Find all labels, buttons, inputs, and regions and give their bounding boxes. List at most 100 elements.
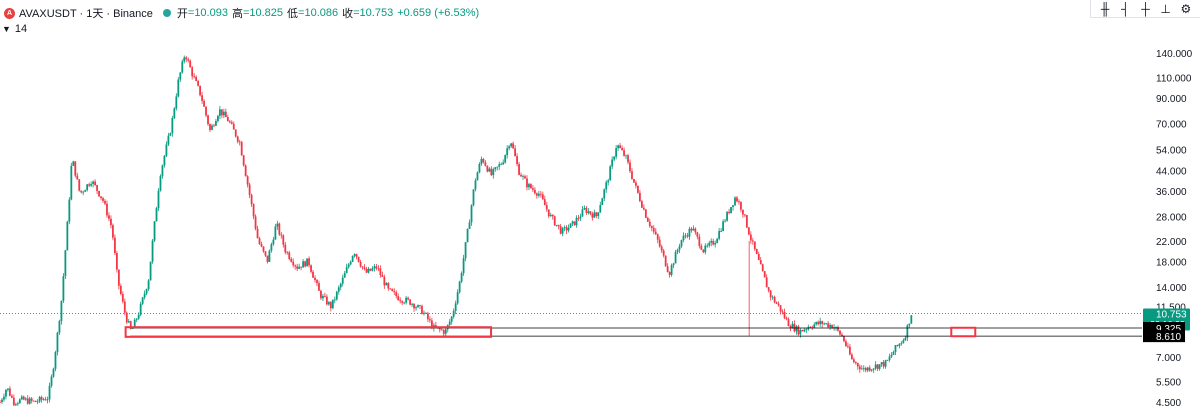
- candle: [462, 254, 465, 276]
- candle-body: [613, 156, 616, 160]
- candle-body: [694, 228, 697, 233]
- close-label: 收: [342, 8, 354, 20]
- settings-icon[interactable]: ⚙: [1180, 1, 1192, 16]
- candle-body: [417, 305, 419, 308]
- candle-body: [220, 109, 223, 116]
- candle-body: [910, 315, 913, 324]
- candle: [145, 288, 148, 296]
- candle-body: [761, 264, 764, 272]
- candle: [272, 236, 275, 246]
- candle: [76, 172, 79, 180]
- candle: [464, 241, 467, 262]
- candle-body: [561, 228, 564, 234]
- candle: [583, 205, 586, 211]
- candle-body: [335, 291, 338, 300]
- candle-body: [284, 244, 287, 253]
- bar-style-icon[interactable]: ┤: [1121, 1, 1130, 16]
- candle: [769, 289, 772, 301]
- candle-body: [419, 305, 421, 306]
- candle: [215, 118, 217, 127]
- candle: [775, 301, 778, 304]
- candle-body: [672, 263, 675, 266]
- candle-body: [468, 222, 471, 229]
- candle-body: [545, 205, 548, 210]
- candle: [898, 343, 901, 349]
- candle-body: [123, 301, 126, 313]
- candle: [260, 241, 263, 248]
- candle-body: [730, 207, 732, 213]
- candle-body: [260, 244, 263, 247]
- candle: [373, 263, 376, 272]
- symbol-title[interactable]: AVAXUSDT · 1天 · Binance: [19, 8, 153, 20]
- candle-body: [268, 250, 271, 262]
- candle: [587, 208, 590, 215]
- candle: [718, 227, 721, 241]
- candle-body: [860, 368, 863, 370]
- candle: [312, 270, 314, 278]
- hl-bars-icon[interactable]: ┼: [1141, 1, 1150, 16]
- candle-body: [327, 302, 330, 305]
- candle: [514, 145, 516, 157]
- candle: [494, 166, 497, 172]
- candle: [385, 282, 388, 286]
- indicator-row[interactable]: ▼ 14: [0, 23, 27, 35]
- candle-body: [385, 283, 388, 286]
- candle-body: [454, 303, 457, 311]
- candle-body: [648, 221, 651, 227]
- candle: [40, 395, 43, 403]
- candle: [82, 190, 85, 196]
- candle-body: [405, 297, 408, 303]
- candle-body: [383, 276, 386, 286]
- candle-body: [666, 266, 669, 272]
- candle-body: [82, 191, 85, 193]
- candle-body: [619, 145, 621, 149]
- line-icon[interactable]: ⊥: [1160, 1, 1171, 16]
- candle-body: [415, 307, 417, 309]
- last-price-value: 10.753: [1156, 310, 1187, 321]
- candle-body: [571, 221, 574, 224]
- candles-icon[interactable]: ╫: [1100, 1, 1110, 16]
- candle: [252, 203, 255, 220]
- candle-body: [403, 302, 406, 304]
- candle-body: [854, 362, 857, 364]
- candle-body: [718, 230, 721, 239]
- candle-body: [496, 166, 499, 168]
- candle-body: [167, 135, 170, 145]
- candle-body: [484, 162, 487, 166]
- candle-body: [722, 221, 725, 231]
- candle-body: [472, 189, 475, 206]
- candle: [258, 236, 261, 245]
- candle-body: [26, 398, 29, 404]
- candle: [797, 324, 800, 336]
- candle: [347, 262, 350, 269]
- candle: [220, 109, 223, 119]
- candle: [872, 368, 875, 373]
- candle: [201, 91, 203, 104]
- candle-body: [690, 228, 693, 231]
- candle: [736, 196, 738, 203]
- candle: [427, 311, 429, 323]
- candle: [821, 320, 824, 328]
- candle-body: [732, 205, 734, 208]
- chevron-down-icon[interactable]: ▼: [2, 24, 11, 34]
- candle-body: [94, 181, 96, 186]
- candle-body: [219, 109, 221, 116]
- candle: [185, 56, 188, 63]
- candle: [7, 388, 9, 392]
- candle-body: [835, 327, 837, 328]
- candle-body: [829, 324, 831, 328]
- candle: [823, 322, 826, 326]
- candle-body: [359, 261, 362, 267]
- candle: [880, 361, 883, 367]
- candle: [3, 393, 5, 402]
- candle-body: [607, 180, 610, 183]
- candle-body: [298, 266, 301, 269]
- candle: [409, 299, 411, 306]
- candle: [442, 329, 445, 337]
- candle: [234, 129, 237, 138]
- candle-body: [153, 221, 156, 241]
- candle-body: [355, 254, 358, 257]
- candle-body: [555, 224, 558, 226]
- candle-body: [767, 287, 770, 291]
